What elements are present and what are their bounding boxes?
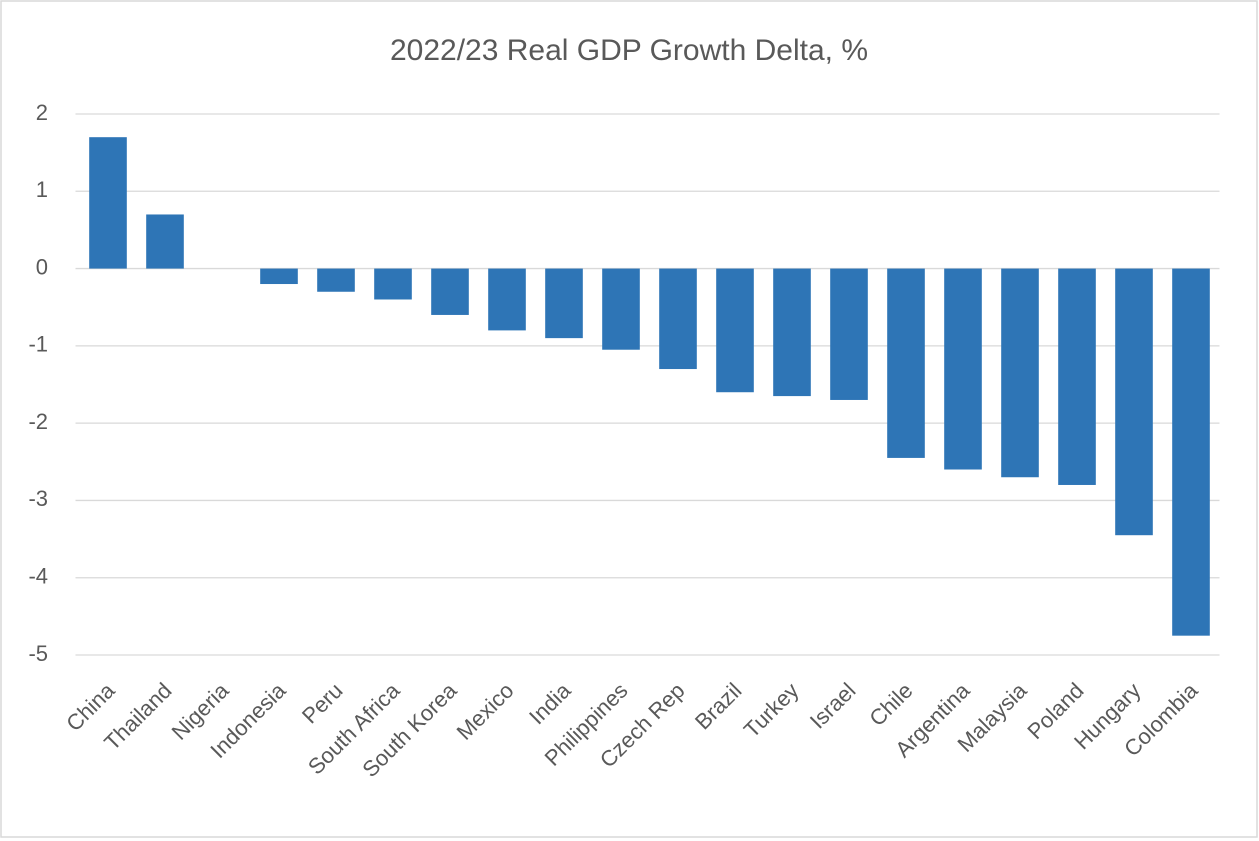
y-tick-label: 1 bbox=[36, 177, 48, 202]
y-tick-label: -5 bbox=[28, 641, 48, 666]
y-tick-label: -2 bbox=[28, 409, 48, 434]
bar bbox=[1172, 268, 1210, 636]
bar bbox=[317, 268, 355, 292]
bar bbox=[374, 268, 412, 300]
bar bbox=[944, 268, 982, 470]
bar bbox=[431, 268, 469, 315]
bar bbox=[602, 268, 640, 350]
bar bbox=[830, 268, 868, 400]
bar bbox=[89, 137, 127, 269]
bar bbox=[545, 268, 583, 339]
bar bbox=[1058, 268, 1096, 485]
chart-title: 2022/23 Real GDP Growth Delta, % bbox=[390, 34, 868, 67]
y-tick-label: -4 bbox=[28, 564, 48, 589]
y-tick-label: -3 bbox=[28, 486, 48, 511]
bar bbox=[659, 268, 697, 370]
bar bbox=[773, 268, 811, 397]
bar bbox=[488, 268, 526, 331]
bar bbox=[1115, 268, 1153, 536]
y-tick-label: -1 bbox=[28, 332, 48, 357]
bar bbox=[260, 268, 298, 285]
y-tick-label: 2 bbox=[36, 100, 48, 125]
y-tick-label: 0 bbox=[36, 254, 48, 279]
bar bbox=[887, 268, 925, 458]
bar bbox=[1001, 268, 1039, 478]
bar bbox=[716, 268, 754, 393]
bar bbox=[146, 214, 184, 269]
